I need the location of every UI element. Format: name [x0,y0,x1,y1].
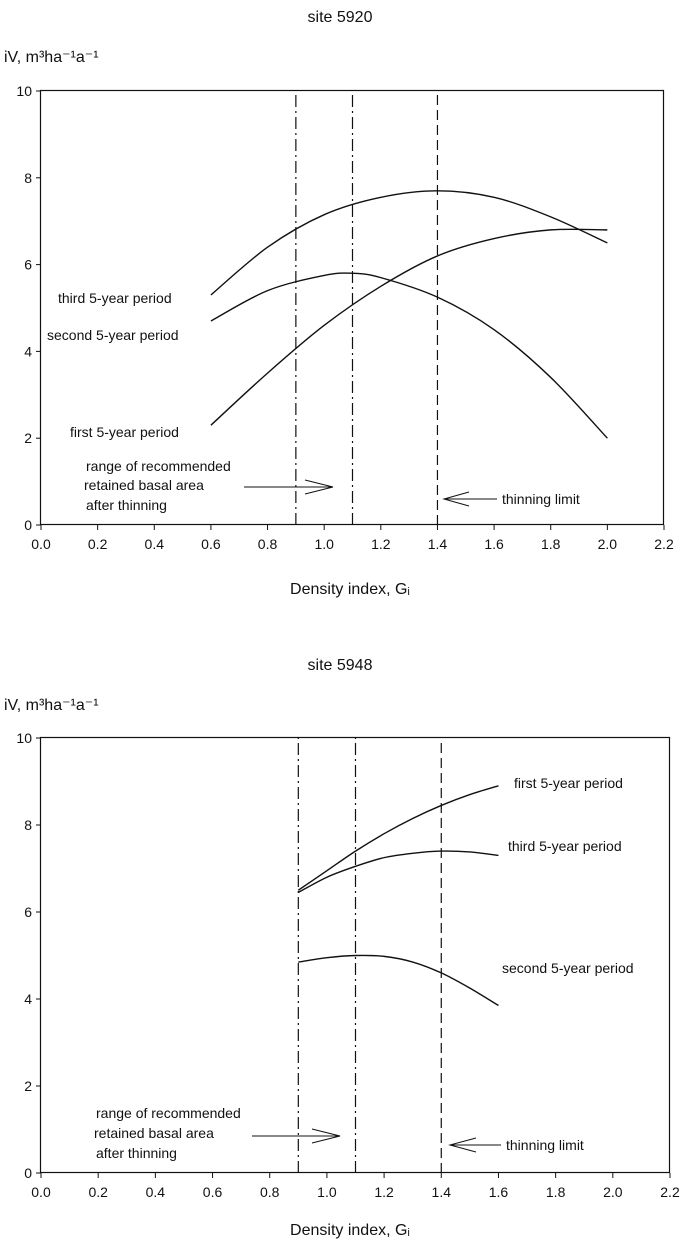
y-tick-label: 8 [24,170,32,186]
x-tick-label: 0.8 [258,536,278,552]
thinning-limit-label: thinning limit [502,491,580,507]
y-tick-label: 10 [16,730,32,746]
label-third-period: third 5-year period [508,838,622,854]
x-tick-label: 0.2 [88,1184,108,1200]
label-first-period: first 5-year period [514,775,623,791]
x-tick-label: 1.6 [489,1184,509,1200]
x-tick-label: 1.4 [428,536,448,552]
label-third-period: third 5-year period [58,290,172,306]
y-tick-label: 2 [24,430,32,446]
range-arrow [252,1128,341,1144]
y-tick-label: 0 [24,517,32,533]
x-ticks: 0.0 0.2 0.4 0.6 0.8 1.0 1.2 1.4 1.6 1.8 2.0 2.2 [31,1173,680,1200]
y-tick-label: 10 [16,83,32,99]
thinning-limit-arrow [448,1137,501,1153]
y-tick-label: 2 [24,1078,32,1094]
range-annotation-line1: range of recommended [96,1105,241,1121]
x-tick-label: 0.0 [31,1184,51,1200]
range-annotation-line3: after thinning [96,1145,177,1161]
label-second-period: second 5-year period [47,327,179,343]
y-tick-label: 0 [24,1165,32,1181]
x-tick-label: 0.6 [203,1184,223,1200]
series-lines [210,190,608,439]
x-tick-label: 1.2 [374,1184,394,1200]
x-tick-label: 1.6 [484,536,504,552]
x-tick-label: 2.0 [603,1184,623,1200]
chart-title: site 5948 [308,657,373,674]
label-second-period: second 5-year period [502,960,634,976]
range-annotation-line3: after thinning [86,497,167,513]
x-tick-label: 2.0 [598,536,618,552]
series-line-first-5-year-period [210,228,608,426]
reference-lines [297,738,442,1173]
y-tick-label: 6 [24,257,32,273]
x-tick-label: 2.2 [660,1184,680,1200]
x-tick-label: 0.6 [201,536,221,552]
x-ticks: 0.0 0.2 0.4 0.6 0.8 1.0 1.2 1.4 1.6 1.8 2.0 2.2 [31,525,674,552]
x-tick-label: 1.4 [432,1184,452,1200]
x-tick-label: 1.0 [317,1184,337,1200]
x-tick-label: 1.8 [541,536,561,552]
y-tick-label: 4 [24,991,32,1007]
x-axis-label: Density index, Gᵢ [290,1222,410,1239]
series-lines [297,785,499,1007]
series-line-third-5-year-period [210,190,608,296]
y-tick-label: 4 [24,343,32,359]
x-tick-label: 1.2 [371,536,391,552]
x-tick-label: 0.0 [31,536,51,552]
x-tick-label: 1.0 [314,536,334,552]
range-annotation-line2: retained basal area [94,1125,214,1141]
chart-title: site 5920 [308,9,373,26]
x-tick-label: 0.2 [88,536,108,552]
x-tick-label: 0.4 [145,536,165,552]
y-axis-label: iV, m³ha⁻¹a⁻¹ [4,49,99,66]
series-line-third-5-year-period [297,850,499,894]
label-first-period: first 5-year period [70,424,179,440]
range-annotation-line1: range of recommended [86,458,231,474]
range-arrow [244,479,334,495]
x-tick-label: 0.4 [146,1184,166,1200]
series-line-second-5-year-period [298,954,499,1007]
x-axis-label: Density index, Gᵢ [290,581,410,598]
reference-lines [295,91,439,525]
series-line-second-5-year-period [210,272,608,439]
x-tick-label: 1.8 [546,1184,566,1200]
y-tick-label: 6 [24,904,32,920]
thinning-limit-label: thinning limit [506,1137,584,1153]
series-line-first-5-year-period [297,785,499,891]
y-axis-label: iV, m³ha⁻¹a⁻¹ [4,697,99,714]
y-ticks: 0 2 4 6 8 10 [16,730,41,1181]
x-tick-label: 2.2 [654,536,674,552]
range-annotation-line2: retained basal area [84,477,204,493]
thinning-limit-arrow [442,491,497,507]
x-tick-label: 0.8 [260,1184,280,1200]
y-ticks: 0 2 4 6 8 10 [16,83,41,533]
y-tick-label: 8 [24,817,32,833]
